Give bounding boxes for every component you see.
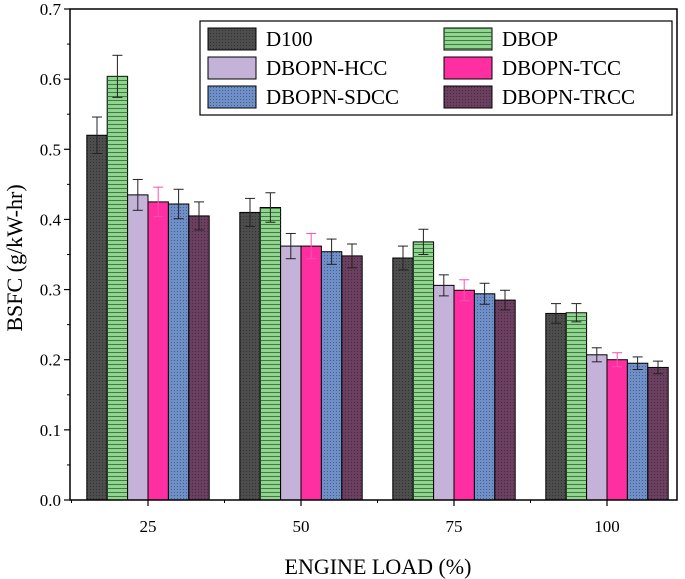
legend: D100 DBOP DBOPN-HCC DBOPN-TCC DBOPN-SDCC DBOP… <box>199 20 673 116</box>
bar-dbopn-hcc-50 <box>280 232 302 501</box>
legend-swatch <box>207 56 257 80</box>
legend-item-dbopn-trcc: DBOPN-TRCC <box>443 85 635 109</box>
bar-pattern <box>627 363 648 500</box>
bars-layer <box>86 54 669 501</box>
legend-item-dbopn-hcc: DBOPN-HCC <box>207 56 387 80</box>
bar-dbopn-sdcc-50 <box>320 238 343 501</box>
bar-dbopn-sdcc-100 <box>626 356 649 501</box>
bar-dbopn-tcc-50 <box>300 232 322 501</box>
bar-fill <box>453 289 475 501</box>
y-tick-label: 0.1 <box>40 421 61 440</box>
bar-dbop-25 <box>106 54 129 501</box>
bar-dbopn-hcc-25 <box>127 178 149 501</box>
bar-dbopn-sdcc-25 <box>167 188 190 501</box>
bar-d100-75 <box>392 245 414 501</box>
y-tick-label: 0.4 <box>40 210 62 229</box>
legend-label: DBOP <box>502 27 558 51</box>
bar-dbopn-tcc-100 <box>606 352 628 501</box>
legend-item-dbopn-sdcc: DBOPN-SDCC <box>207 85 399 109</box>
bar-pattern <box>494 300 516 500</box>
bar-pattern <box>566 312 587 500</box>
bar-dbop-100 <box>565 303 588 501</box>
legend-item-d100: D100 <box>207 27 313 51</box>
y-axis-label: BSFC (g/kW-hr) <box>2 184 27 331</box>
bar-dbopn-trcc-25 <box>188 201 210 501</box>
legend-item-dbop: DBOP <box>443 27 558 51</box>
y-tick-label: 0.0 <box>40 491 61 510</box>
legend-swatch <box>443 56 493 80</box>
bar-d100-100 <box>545 303 567 501</box>
legend-label: DBOPN-TRCC <box>502 85 635 109</box>
x-tick-label: 25 <box>140 517 157 536</box>
x-axis-label: ENGINE LOAD (%) <box>285 554 472 579</box>
y-tick-label: 0.7 <box>40 0 62 19</box>
legend-label: DBOPN-HCC <box>266 56 387 80</box>
bar-fill <box>300 245 322 501</box>
x-tick-label: 50 <box>293 517 310 536</box>
bar-dbopn-hcc-75 <box>433 274 455 501</box>
y-tick-label: 0.5 <box>40 140 61 159</box>
bar-pattern <box>239 212 261 500</box>
bar-fill <box>147 201 169 501</box>
bar-pattern <box>188 215 210 500</box>
x-tick-label: 100 <box>594 517 620 536</box>
legend-label: DBOPN-SDCC <box>266 85 399 109</box>
bar-dbop-75 <box>412 228 435 501</box>
legend-box <box>199 20 673 116</box>
bar-pattern <box>545 313 567 500</box>
bar-dbopn-tcc-75 <box>453 279 475 501</box>
legend-label: D100 <box>266 27 313 51</box>
bar-fill <box>433 284 455 501</box>
bar-pattern <box>413 241 434 501</box>
bar-pattern <box>168 203 189 501</box>
bar-dbopn-tcc-25 <box>147 186 169 501</box>
bar-pattern <box>341 255 363 500</box>
legend-swatch-pattern <box>444 86 492 108</box>
axes-layer: 0.0 0.1 0.2 0.3 0.4 0.5 0.6 0.7 25 50 75 100 <box>40 0 678 536</box>
y-tick-label: 0.6 <box>40 70 61 89</box>
legend-swatch-pattern <box>208 28 256 50</box>
bar-d100-25 <box>86 116 108 501</box>
bar-pattern <box>86 135 108 500</box>
bar-dbopn-hcc-100 <box>586 347 608 501</box>
bar-pattern <box>474 293 495 500</box>
x-tick-label: 75 <box>446 517 463 536</box>
bar-fill <box>586 354 608 501</box>
legend-label: DBOPN-TCC <box>502 56 621 80</box>
bar-fill <box>280 245 302 501</box>
bar-pattern <box>260 207 281 501</box>
y-tick-label: 0.3 <box>40 281 61 300</box>
bar-pattern <box>321 251 342 500</box>
bar-pattern <box>107 76 128 500</box>
bar-dbopn-trcc-50 <box>341 243 363 501</box>
bar-pattern <box>392 258 414 500</box>
bar-dbop-50 <box>259 192 282 501</box>
bar-dbopn-sdcc-75 <box>473 282 496 501</box>
bar-d100-50 <box>239 197 261 501</box>
bar-dbopn-trcc-100 <box>647 360 669 501</box>
bar-fill <box>606 359 628 501</box>
legend-swatch-pattern <box>208 86 256 108</box>
legend-swatch-pattern <box>444 28 492 50</box>
bar-fill <box>127 194 149 501</box>
legend-item-dbopn-tcc: DBOPN-TCC <box>443 56 621 80</box>
bar-dbopn-trcc-75 <box>494 289 516 501</box>
y-tick-label: 0.2 <box>40 351 61 370</box>
bar-pattern <box>647 367 669 500</box>
